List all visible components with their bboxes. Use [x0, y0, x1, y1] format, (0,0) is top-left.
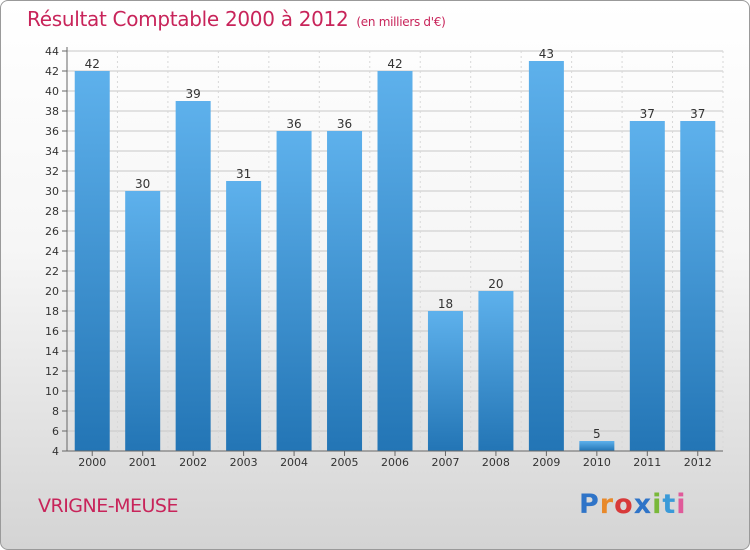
- bar: [427, 311, 463, 451]
- x-tick-labels: 2000 2001 2002 2003 2004 2005 2006 2007 2008 2009…: [78, 456, 712, 469]
- bars: [74, 61, 716, 451]
- bar: [175, 101, 211, 451]
- x-tick-label: 2012: [684, 456, 712, 469]
- y-tick-label: 28: [45, 205, 59, 218]
- x-tick-label: 2004: [280, 456, 308, 469]
- y-tick-label: 44: [45, 45, 59, 58]
- y-tick-label: 26: [45, 225, 59, 238]
- y-tick-label: 10: [45, 385, 59, 398]
- logo-letter: o: [614, 489, 634, 520]
- logo-letter: i: [652, 489, 663, 520]
- chart-unit: (en milliers d'€): [356, 15, 446, 29]
- y-tick-label: 30: [45, 185, 59, 198]
- data-label: 36: [286, 117, 301, 131]
- y-tick-label: 32: [45, 165, 59, 178]
- proxiti-logo: Proxiti: [579, 489, 687, 520]
- y-tick-label: 18: [45, 305, 59, 318]
- bar: [276, 131, 312, 451]
- y-tick-label: 36: [45, 125, 59, 138]
- data-label: 39: [186, 87, 201, 101]
- bar: [74, 71, 110, 451]
- axes: [62, 47, 723, 456]
- x-tick-label: 2006: [381, 456, 409, 469]
- data-label: 42: [85, 57, 100, 71]
- y-tick-label: 22: [45, 265, 59, 278]
- chart-title-block: Résultat Comptable 2000 à 2012 (en millie…: [27, 7, 446, 31]
- logo-letter: i: [676, 489, 687, 520]
- y-tick-label: 4: [52, 445, 59, 458]
- chart-title: Résultat Comptable 2000 à 2012: [27, 7, 349, 31]
- x-tick-label: 2008: [482, 456, 510, 469]
- y-tick-label: 16: [45, 325, 59, 338]
- bar: [629, 121, 665, 451]
- data-label: 20: [488, 277, 503, 291]
- bar: [125, 191, 161, 451]
- y-tick-label: 42: [45, 65, 59, 78]
- data-label: 30: [135, 177, 150, 191]
- x-tick-label: 2000: [78, 456, 106, 469]
- bar: [528, 61, 564, 451]
- y-tick-label: 8: [52, 405, 59, 418]
- logo-letter: x: [633, 489, 653, 520]
- y-tick-label: 38: [45, 105, 59, 118]
- town-name: VRIGNE-MEUSE: [38, 495, 178, 517]
- x-tick-label: 2002: [179, 456, 207, 469]
- data-label: 37: [690, 107, 705, 121]
- logo-letter: P: [579, 489, 600, 520]
- bar: [478, 291, 514, 451]
- y-tick-label: 6: [52, 425, 59, 438]
- bar: [377, 71, 413, 451]
- bar: [579, 441, 615, 451]
- x-tick-label: 2010: [583, 456, 611, 469]
- y-tick-label: 40: [45, 85, 59, 98]
- y-tick-labels: 4 6 8 10 12 14 16 18 20 22 24 26 28 30 32 34 36 38 40 42 44: [45, 45, 59, 458]
- data-labels: 42 30 39 31 36 36 42 18 20 43 5 37 37: [85, 47, 706, 441]
- y-tick-label: 20: [45, 285, 59, 298]
- data-label: 37: [640, 107, 655, 121]
- data-label: 18: [438, 297, 453, 311]
- x-tick-label: 2011: [633, 456, 661, 469]
- logo-letter: t: [662, 489, 677, 520]
- bar: [226, 181, 262, 451]
- bar: [327, 131, 363, 451]
- x-tick-label: 2007: [431, 456, 459, 469]
- data-label: 42: [387, 57, 402, 71]
- x-tick-label: 2001: [129, 456, 157, 469]
- y-tick-label: 12: [45, 365, 59, 378]
- x-tick-label: 2003: [230, 456, 258, 469]
- data-label: 43: [539, 47, 554, 61]
- bar: [680, 121, 716, 451]
- y-tick-label: 24: [45, 245, 59, 258]
- y-tick-label: 34: [45, 145, 59, 158]
- x-tick-label: 2009: [532, 456, 560, 469]
- x-tick-label: 2005: [331, 456, 359, 469]
- y-tick-label: 14: [45, 345, 59, 358]
- data-label: 36: [337, 117, 352, 131]
- logo-letter: r: [599, 489, 615, 520]
- data-label: 31: [236, 167, 251, 181]
- data-label: 5: [593, 427, 601, 441]
